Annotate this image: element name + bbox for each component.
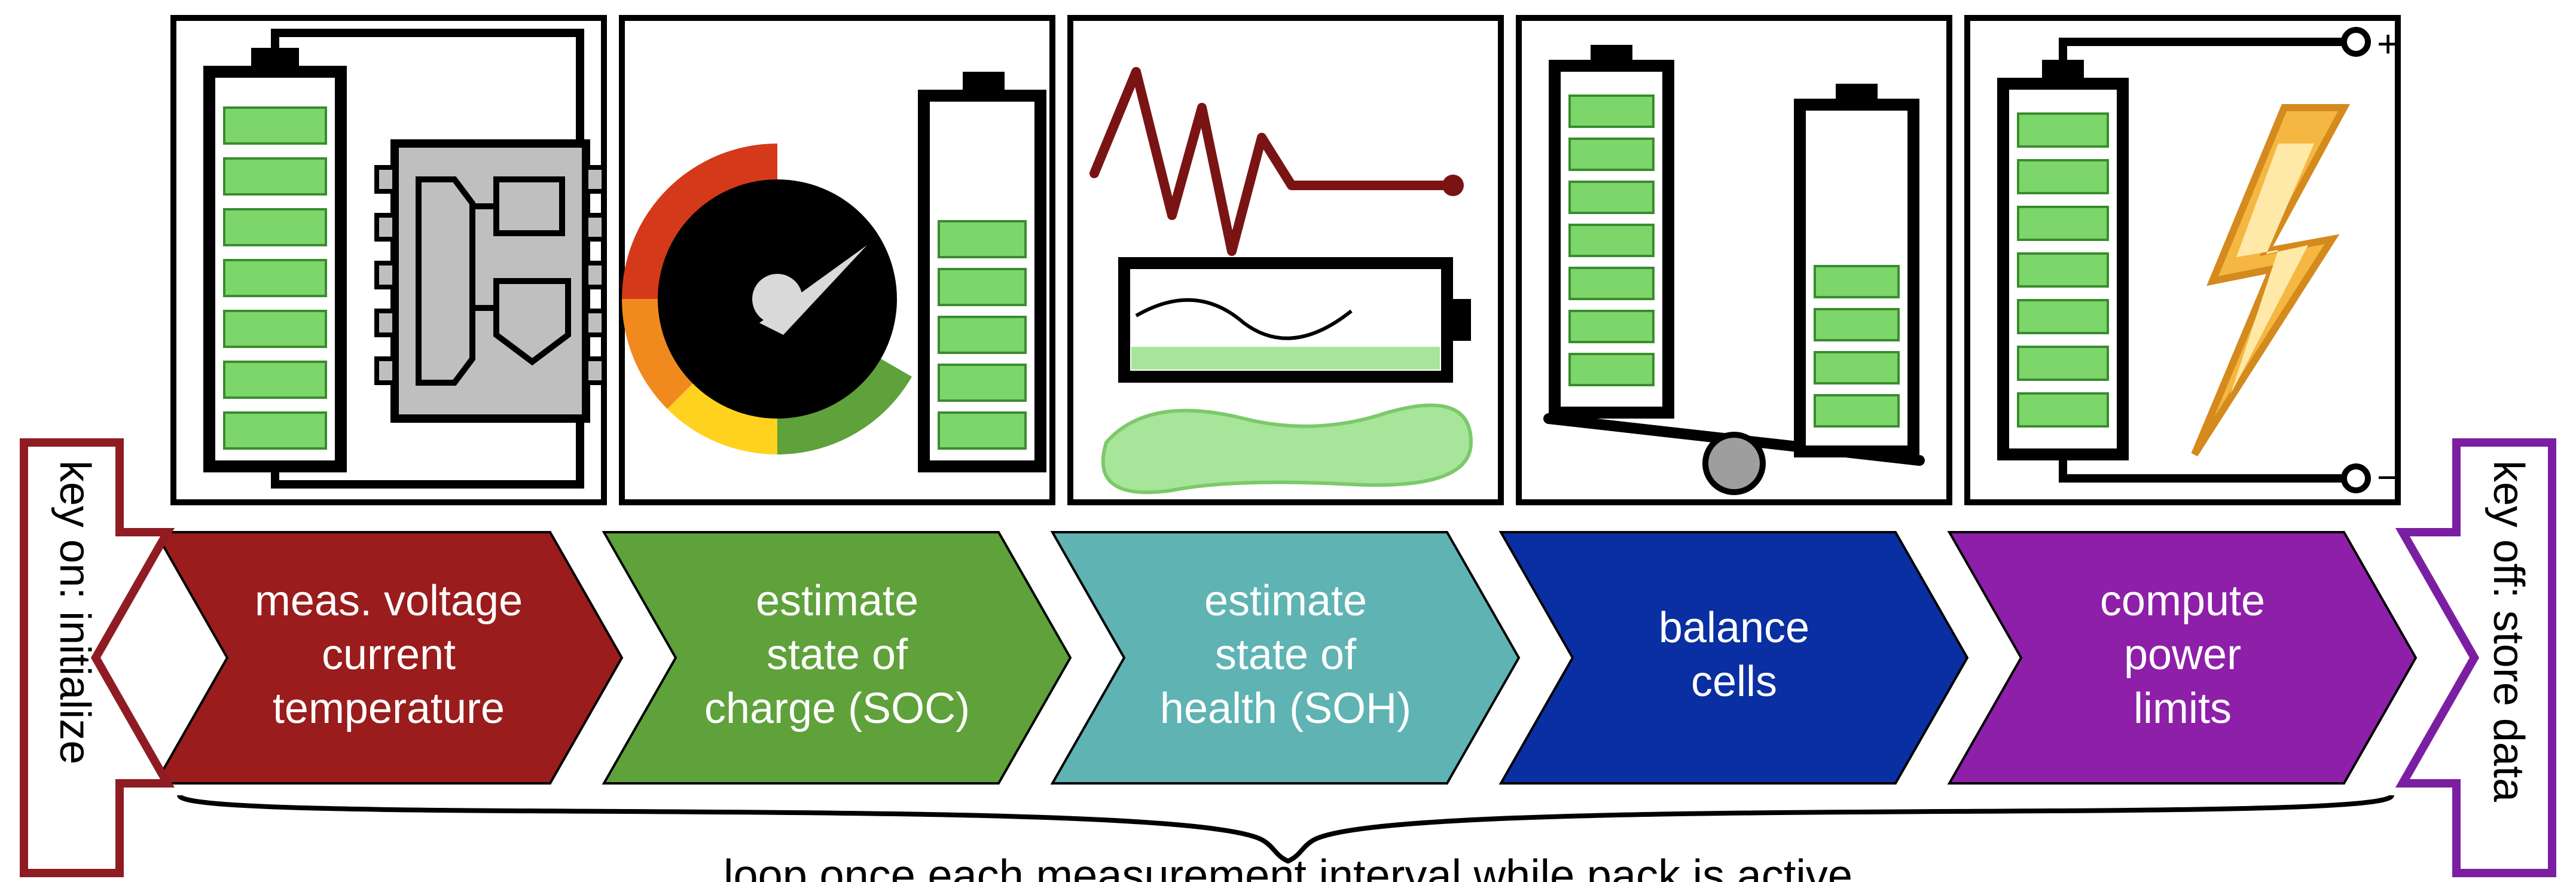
arrow-soh: estimate state of health (SOH) bbox=[1052, 532, 1519, 783]
arrow-measure-line2: current bbox=[322, 631, 456, 679]
icon-box-soc bbox=[622, 18, 1052, 502]
plus-terminal-label: + bbox=[2377, 22, 2399, 65]
arrow-soh-line2: state of bbox=[1215, 631, 1357, 679]
arrow-soh-line1: estimate bbox=[1204, 577, 1367, 625]
arrow-soc-line2: state of bbox=[767, 631, 908, 679]
endcap-left: key on: initialize bbox=[24, 442, 167, 873]
arrow-power-line2: power bbox=[2124, 631, 2241, 679]
arrow-soc-line1: estimate bbox=[756, 577, 918, 625]
battery-partial-icon bbox=[1800, 84, 1913, 451]
minus-terminal-label: − bbox=[2377, 456, 2399, 499]
battery-full-icon bbox=[1555, 45, 1668, 413]
arrow-soh-line3: health (SOH) bbox=[1160, 685, 1411, 733]
endcap-left-label: key on: initialize bbox=[51, 460, 99, 764]
bms-flowchart: + − meas. voltage current temperature es… bbox=[0, 0, 2576, 882]
icon-box-power: + − bbox=[1967, 18, 2399, 502]
icon-box-soh bbox=[1070, 18, 1501, 502]
chip-icon bbox=[377, 144, 604, 419]
endcap-right: key off: store data bbox=[2403, 442, 2552, 873]
arrow-balance: balance cells bbox=[1501, 532, 1967, 783]
endcap-right-label: key off: store data bbox=[2485, 460, 2532, 802]
arrow-measure-line3: temperature bbox=[273, 685, 505, 733]
arrow-power-line1: compute bbox=[2100, 577, 2265, 625]
arrow-balance-line2: cells bbox=[1691, 658, 1777, 706]
arrow-power: compute power limits bbox=[1949, 532, 2416, 783]
battery-icon bbox=[2003, 60, 2123, 454]
caption-text: loop once each measurement interval whil… bbox=[724, 851, 1852, 882]
battery-icon bbox=[924, 72, 1040, 466]
battery-icon bbox=[209, 48, 341, 466]
icon-box-balance bbox=[1519, 18, 1949, 502]
arrow-balance-line1: balance bbox=[1659, 604, 1809, 652]
icon-box-measure bbox=[173, 18, 604, 502]
arrow-soc-line3: charge (SOC) bbox=[704, 685, 970, 733]
arrow-row: meas. voltage current temperature estima… bbox=[155, 532, 2416, 783]
arrow-measure: meas. voltage current temperature bbox=[155, 532, 622, 783]
arrow-power-line3: limits bbox=[2134, 685, 2232, 733]
arrow-soc: estimate state of charge (SOC) bbox=[604, 532, 1070, 783]
arrow-measure-line1: meas. voltage bbox=[255, 577, 523, 625]
battery-leaking-icon bbox=[1124, 263, 1471, 377]
